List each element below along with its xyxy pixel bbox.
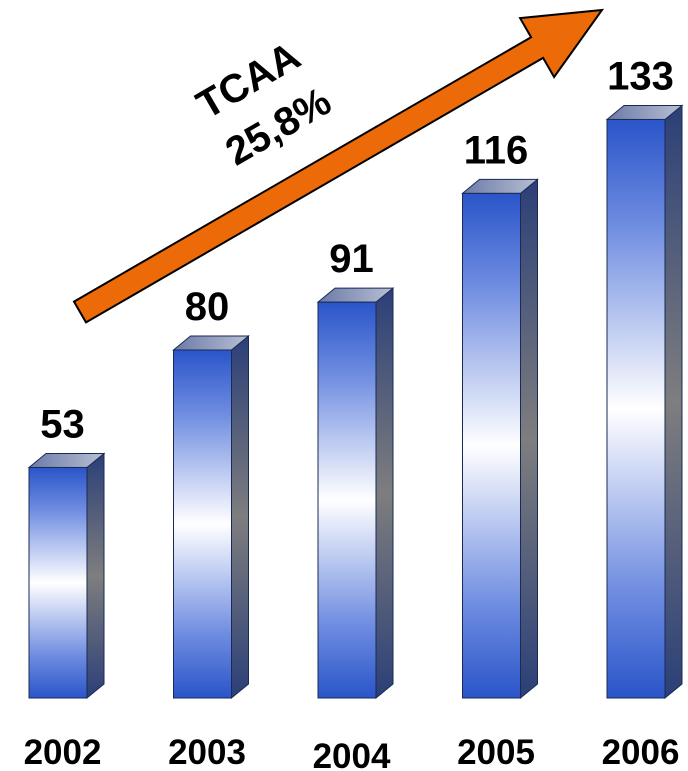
growth-arrow-shape [72, 8, 605, 324]
value-label-2005: 116 [464, 128, 529, 172]
category-labels-layer: 2002 2003 2004 2005 2006 [24, 733, 680, 771]
bar-side-2006 [664, 104, 683, 700]
category-label-2003: 2003 [168, 733, 246, 771]
bar-2002 [27, 452, 106, 700]
value-label-2004: 91 [329, 237, 374, 281]
category-label-2004: 2004 [313, 737, 391, 771]
category-label-2002: 2002 [24, 733, 102, 771]
bar-2003 [172, 334, 250, 700]
bar-side-2005 [520, 178, 538, 700]
value-label-2002: 53 [40, 402, 85, 446]
bar-2006 [605, 104, 684, 700]
bar-front-2003 [173, 349, 232, 699]
bar-front-2002 [28, 466, 88, 699]
category-label-2005: 2005 [457, 733, 535, 771]
bar-front-2004 [317, 301, 377, 699]
bar-side-2004 [375, 287, 394, 700]
bar-front-2005 [462, 192, 521, 699]
value-label-2003: 80 [185, 285, 230, 329]
value-labels-layer: 53 80 91 116 133 [40, 54, 674, 446]
bar-side-2002 [86, 452, 105, 700]
category-label-2006: 2006 [602, 733, 680, 771]
bar-side-2003 [231, 334, 249, 700]
bar-2005 [461, 178, 539, 700]
bar-2004 [316, 287, 395, 700]
bars-layer [27, 104, 684, 700]
bar-front-2006 [606, 118, 666, 699]
value-label-2006: 133 [607, 54, 674, 98]
